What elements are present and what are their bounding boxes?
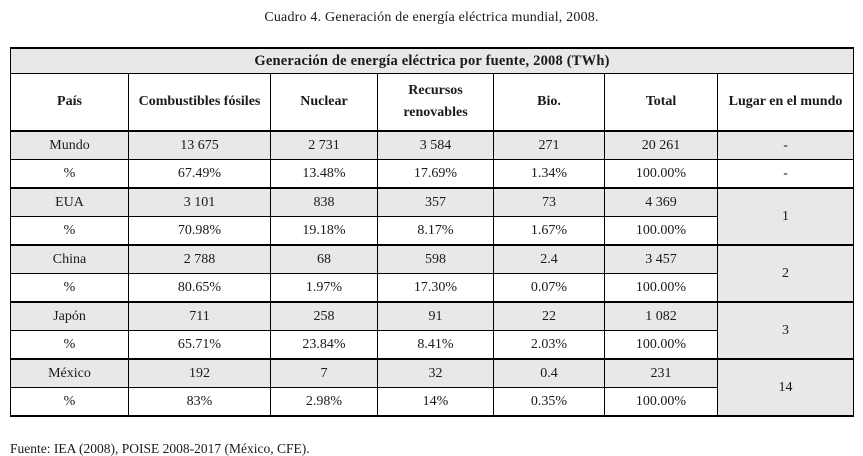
row-label: Mundo	[10, 130, 129, 160]
table-row-eua-pct: % 70.98% 19.18% 8.17% 1.67% 100.00%	[10, 216, 854, 246]
table-cell: 2.4	[493, 244, 605, 274]
table-cell: 65.71%	[128, 330, 271, 360]
col-header-pais: País	[10, 73, 129, 132]
table-cell: 1 082	[604, 301, 718, 331]
table-cell: 2 731	[270, 130, 378, 160]
table-cell: 13 675	[128, 130, 271, 160]
table-cell: 1.97%	[270, 273, 378, 303]
table-caption: Cuadro 4. Generación de energía eléctric…	[264, 10, 599, 25]
row-label: %	[10, 159, 129, 189]
table-cell: 4 369	[604, 187, 718, 217]
row-label: %	[10, 330, 129, 360]
table-row-china-pct: % 80.65% 1.97% 17.30% 0.07% 100.00%	[10, 273, 854, 303]
table-cell: 711	[128, 301, 271, 331]
table-cell: 2 788	[128, 244, 271, 274]
table-cell: 22	[493, 301, 605, 331]
table-row-japon: Japón 711 258 91 22 1 082 3	[10, 301, 855, 360]
table-row-mundo: Mundo 13 675 2 731 3 584 271 20 261 -	[10, 130, 855, 160]
table-cell: 258	[270, 301, 378, 331]
row-label: México	[10, 358, 129, 388]
col-header-nuclear: Nuclear	[270, 73, 378, 132]
table-cell: 8.41%	[377, 330, 494, 360]
table-row-china: China 2 788 68 598 2.4 3 457 2	[10, 244, 855, 303]
table-cell: 20 261	[604, 130, 718, 160]
table-row-mexico-pct: % 83% 2.98% 14% 0.35% 100.00%	[10, 387, 854, 417]
row-label: %	[10, 273, 129, 303]
table-cell: 17.30%	[377, 273, 494, 303]
table-cell: 3 584	[377, 130, 494, 160]
table-cell: 838	[270, 187, 378, 217]
table-cell: 68	[270, 244, 378, 274]
rank-cell: 2	[716, 244, 855, 303]
column-header-row: País Combustibles fósiles Nuclear Recurs…	[10, 73, 855, 132]
table-cell: 80.65%	[128, 273, 271, 303]
row-label: Japón	[10, 301, 129, 331]
table-cell: 13.48%	[270, 159, 378, 189]
table-cell: 19.18%	[270, 216, 378, 246]
table-cell: 231	[604, 358, 718, 388]
table-row-eua: EUA 3 101 838 357 73 4 369 1	[10, 187, 855, 246]
row-label: EUA	[10, 187, 129, 217]
table-cell: 100.00%	[604, 387, 718, 417]
rank-cell: 3	[716, 301, 855, 360]
table-cell: 598	[377, 244, 494, 274]
table-title: Generación de energía eléctrica por fuen…	[9, 47, 855, 74]
table-cell: 271	[493, 130, 605, 160]
col-header-renovables: Recursos renovables	[377, 73, 494, 132]
table-cell: 7	[270, 358, 378, 388]
table-cell: 0.35%	[493, 387, 605, 417]
table-cell: 2.98%	[270, 387, 378, 417]
table-cell: 3 101	[128, 187, 271, 217]
table-cell: 67.49%	[128, 159, 271, 189]
table-title-row: Generación de energía eléctrica por fuen…	[9, 47, 855, 74]
row-label: %	[10, 216, 129, 246]
table-cell: 357	[377, 187, 494, 217]
row-label: %	[10, 387, 129, 417]
table-cell: 100.00%	[604, 330, 718, 360]
table-cell: 100.00%	[604, 273, 718, 303]
table-cell: 91	[377, 301, 494, 331]
rank-cell: 1	[716, 187, 855, 246]
source-note: Fuente: IEA (2008), POISE 2008-2017 (Méx…	[10, 441, 310, 456]
table-cell: 1.34%	[493, 159, 605, 189]
col-header-bio: Bio.	[493, 73, 605, 132]
table-cell: 83%	[128, 387, 271, 417]
table-cell: 0.07%	[493, 273, 605, 303]
table-cell: 192	[128, 358, 271, 388]
table-row-mexico: México 192 7 32 0.4 231 14	[10, 358, 855, 417]
table-cell: 32	[377, 358, 494, 388]
table-cell: 2.03%	[493, 330, 605, 360]
col-header-total: Total	[604, 73, 718, 132]
table-row-mundo-pct: % 67.49% 13.48% 17.69% 1.34% 100.00% -	[10, 159, 855, 189]
table-row-japon-pct: % 65.71% 23.84% 8.41% 2.03% 100.00%	[10, 330, 854, 360]
table-cell: 100.00%	[604, 216, 718, 246]
rank-cell: 14	[716, 358, 855, 417]
table-cell: 1.67%	[493, 216, 605, 246]
table-cell: 100.00%	[604, 159, 718, 189]
table-cell: 0.4	[493, 358, 605, 388]
rank-cell: -	[716, 130, 855, 160]
table-cell: 70.98%	[128, 216, 271, 246]
table-cell: 17.69%	[377, 159, 494, 189]
table-cell: 3 457	[604, 244, 718, 274]
rank-cell: -	[716, 159, 855, 189]
table-cell: 23.84%	[270, 330, 378, 360]
col-header-lugar: Lugar en el mundo	[716, 73, 855, 132]
table-cell: 73	[493, 187, 605, 217]
table-cell: 14%	[377, 387, 494, 417]
table-cell: 8.17%	[377, 216, 494, 246]
row-label: China	[10, 244, 129, 274]
col-header-fosiles: Combustibles fósiles	[128, 73, 271, 132]
energy-generation-table: Generación de energía eléctrica por fuen…	[9, 47, 855, 417]
